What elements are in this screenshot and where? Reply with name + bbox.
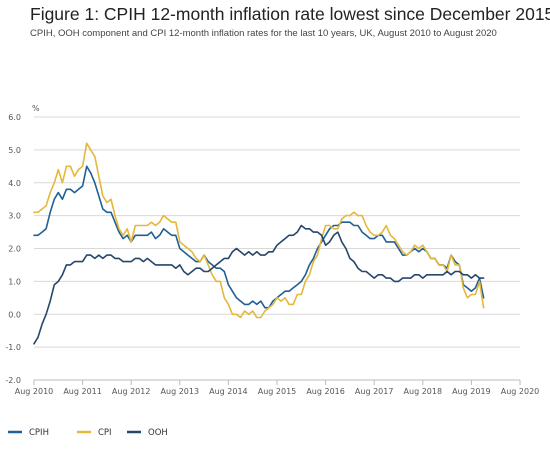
legend-label-cpih: CPIH bbox=[29, 428, 49, 438]
x-tick-label: Aug 2016 bbox=[306, 387, 345, 396]
x-tick-label: Aug 2010 bbox=[15, 387, 54, 396]
x-tick-label: Aug 2017 bbox=[355, 387, 394, 396]
chart-title: Figure 1: CPIH 12-month inflation rate l… bbox=[30, 4, 550, 24]
y-tick-label: -2.0 bbox=[5, 376, 21, 385]
x-tick-label: Aug 2020 bbox=[501, 387, 540, 396]
legend-label-cpi: CPI bbox=[98, 428, 112, 438]
x-tick-label: Aug 2011 bbox=[63, 387, 102, 396]
y-tick-label: 5.0 bbox=[8, 146, 21, 155]
y-tick-label: 6.0 bbox=[8, 113, 21, 122]
chart-subtitle: CPIH, OOH component and CPI 12-month inf… bbox=[30, 28, 497, 39]
y-tick-label: 3.0 bbox=[8, 212, 21, 221]
y-tick-label: 4.0 bbox=[8, 179, 21, 188]
series-line-cpi bbox=[33, 142, 485, 319]
legend: CPIH CPI OOH bbox=[8, 428, 168, 438]
x-tick-label: Aug 2019 bbox=[452, 387, 491, 396]
y-tick-label: 1.0 bbox=[8, 277, 21, 286]
legend-label-ooh: OOH bbox=[148, 428, 168, 438]
series-line-ooh bbox=[33, 224, 485, 345]
series-lines bbox=[33, 142, 485, 345]
x-tick-label: Aug 2015 bbox=[258, 387, 297, 396]
x-tick-label: Aug 2018 bbox=[404, 387, 443, 396]
y-tick-label: -1.0 bbox=[5, 343, 21, 352]
x-tick-label: Aug 2014 bbox=[209, 387, 248, 396]
gridlines bbox=[34, 116, 520, 381]
x-tick-label: Aug 2013 bbox=[161, 387, 200, 396]
y-tick-label: 0.0 bbox=[8, 310, 21, 319]
y-axis-label: % bbox=[32, 104, 40, 113]
x-tick-label: Aug 2012 bbox=[112, 387, 151, 396]
y-tick-label: 2.0 bbox=[8, 245, 21, 254]
axes: 6.0 5.0 4.0 3.0 2.0 1.0 0.0 -1.0 -2.0% Aug 2010 Au… bbox=[5, 104, 539, 396]
